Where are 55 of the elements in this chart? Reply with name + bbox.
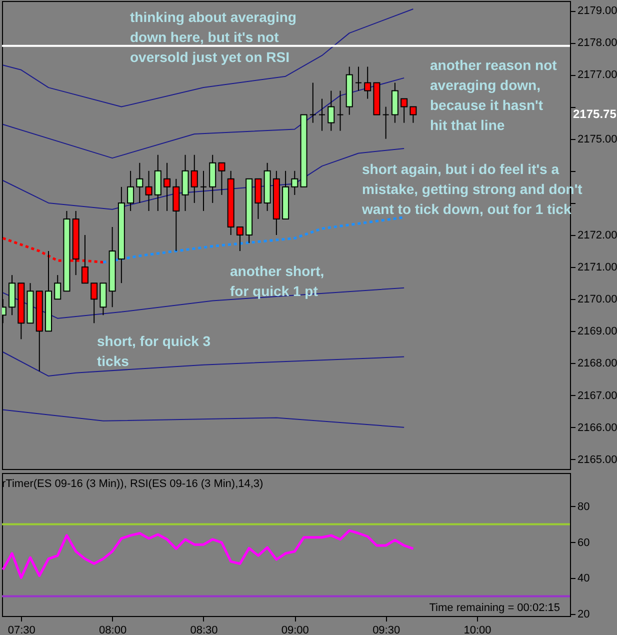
- line-series: [2, 529, 414, 579]
- candlestick: [400, 98, 408, 124]
- x-tick-label: 09:30: [372, 624, 400, 635]
- candlestick: [218, 162, 226, 196]
- y-tick-label: 2172.00: [578, 230, 617, 242]
- candlestick: [127, 170, 134, 212]
- candlestick: [54, 274, 62, 300]
- candlestick: [145, 170, 152, 212]
- y-tick-label: 20: [578, 608, 590, 621]
- x-tick-label: 08:00: [99, 624, 127, 635]
- x-tick-label: 10:00: [464, 624, 492, 635]
- candlestick: [200, 170, 207, 212]
- x-tick-label: 09:00: [281, 624, 309, 635]
- line-series: [102, 216, 406, 264]
- candlestick: [318, 98, 326, 132]
- y-tick-label: 2177.00: [578, 69, 617, 82]
- y-tick-label: 2170.00: [578, 294, 617, 306]
- x-tick-label: 07:30: [8, 624, 36, 635]
- annotation: Time remaining = 00:02:15: [429, 602, 560, 614]
- y-tick-label: 2167.00: [578, 390, 617, 402]
- y-tick-label: 2178.00: [578, 37, 617, 50]
- y-tick-label: 2166.00: [578, 422, 617, 434]
- x-tick-label: 08:30: [190, 624, 218, 635]
- candlestick: [90, 282, 98, 324]
- candlestick: [164, 162, 171, 212]
- y-tick-label: 2168.00: [578, 358, 617, 370]
- y-tick-label: 2171.00: [578, 262, 617, 274]
- chart-title: rTimer(ES 09-16 (3 Min)), RSI(ES 09-16 (3 Min),14,3): [2, 478, 264, 490]
- annotation: another reason not averaging down, because it hasn't hit that line: [430, 57, 558, 133]
- line-series: [2, 409, 405, 428]
- line-series: [2, 77, 405, 159]
- y-tick-label: 80: [578, 500, 590, 513]
- y-tick-label: 2169.00: [578, 326, 617, 338]
- y-tick-label: 60: [578, 536, 590, 549]
- line-series: [2, 287, 405, 319]
- candlestick: [364, 66, 372, 100]
- y-tick-label: 2175.00: [578, 133, 617, 146]
- candlestick: [336, 90, 344, 132]
- text: 2175.75: [573, 107, 617, 121]
- candlestick: [309, 82, 316, 124]
- candlestick: [354, 66, 362, 92]
- candlestick: [236, 226, 244, 252]
- annotation: short, for quick 3 ticks: [97, 333, 211, 369]
- line-series: [2, 8, 414, 108]
- line-series: [2, 352, 405, 377]
- y-tick-label: 40: [578, 572, 590, 585]
- annotation: thinking about averaging down here, but it's not oversold just yet on RSI: [130, 9, 296, 65]
- candlestick: [328, 90, 335, 132]
- candlestick: [136, 162, 144, 204]
- candlestick: [410, 106, 417, 124]
- y-tick-label: 2165.00: [578, 454, 617, 466]
- candlestick: [291, 170, 298, 196]
- candlestick: [382, 106, 390, 140]
- candlestick: [190, 154, 198, 204]
- y-tick-label: 2179.00: [578, 5, 617, 18]
